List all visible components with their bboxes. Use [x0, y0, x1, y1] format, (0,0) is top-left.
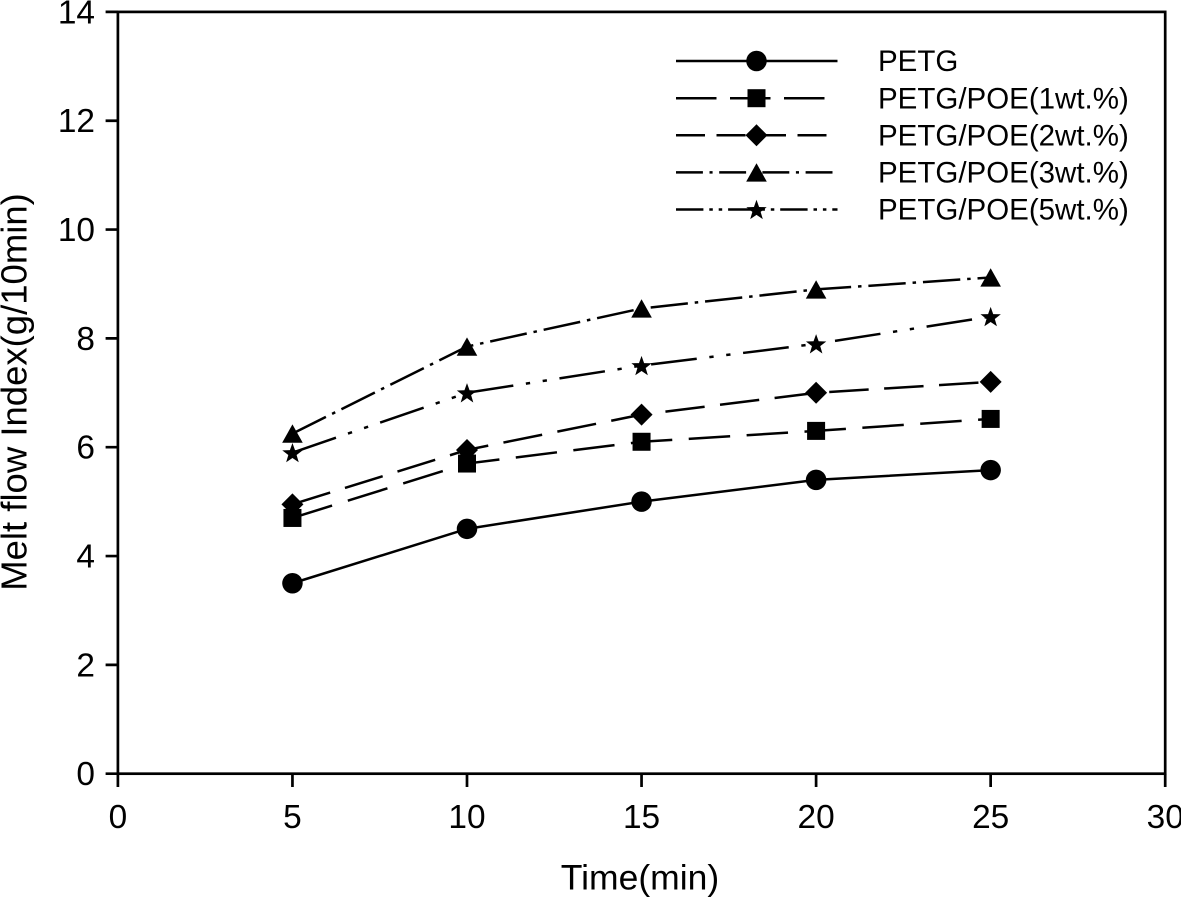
- svg-text:Melt flow Index(g/10min): Melt flow Index(g/10min): [0, 193, 35, 591]
- svg-text:0: 0: [109, 799, 128, 836]
- svg-text:10: 10: [448, 799, 485, 836]
- svg-text:2: 2: [76, 647, 95, 684]
- svg-text:15: 15: [623, 799, 660, 836]
- svg-text:PETG/POE(5wt.%): PETG/POE(5wt.%): [878, 194, 1129, 227]
- svg-text:10: 10: [58, 212, 95, 249]
- svg-text:Time(min): Time(min): [561, 858, 719, 898]
- svg-text:4: 4: [76, 539, 95, 576]
- svg-text:8: 8: [76, 321, 95, 358]
- svg-text:25: 25: [972, 799, 1009, 836]
- svg-text:5: 5: [283, 799, 302, 836]
- svg-text:6: 6: [76, 430, 95, 467]
- svg-text:20: 20: [798, 799, 835, 836]
- svg-text:14: 14: [58, 0, 95, 31]
- svg-text:PETG/POE(2wt.%): PETG/POE(2wt.%): [878, 119, 1129, 152]
- svg-text:PETG: PETG: [878, 45, 958, 78]
- svg-text:PETG/POE(1wt.%): PETG/POE(1wt.%): [878, 82, 1129, 115]
- svg-text:30: 30: [1147, 799, 1181, 836]
- svg-text:12: 12: [58, 103, 95, 140]
- svg-text:PETG/POE(3wt.%): PETG/POE(3wt.%): [878, 157, 1129, 190]
- svg-text:0: 0: [76, 756, 95, 793]
